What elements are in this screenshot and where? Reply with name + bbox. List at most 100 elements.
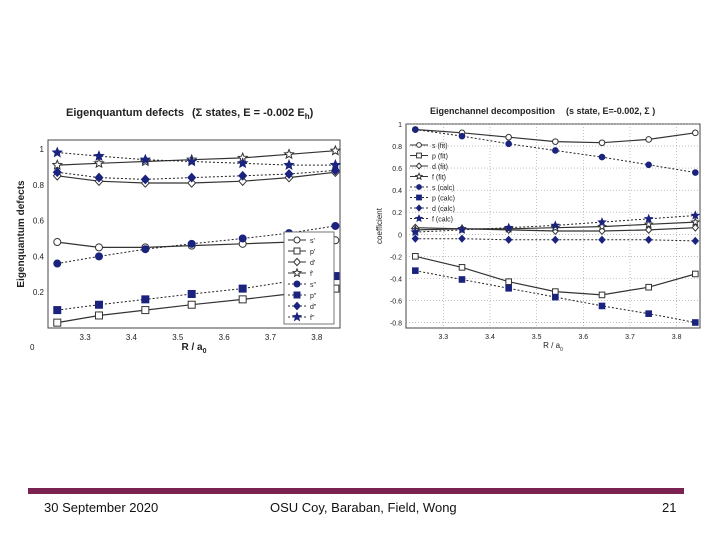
left-legend-marker: [293, 280, 301, 288]
right-legend: s (fit) p (fit) d (fit) f (fit) s (calc) p (c…: [410, 142, 455, 224]
left-data-point: [331, 221, 340, 230]
left-legend-label: f": [310, 315, 315, 322]
footer-divider: [28, 488, 684, 494]
right-y-tick-label: 0.2: [392, 210, 402, 217]
right-data-point: [692, 129, 699, 137]
left-data-point: [238, 295, 247, 304]
right-y-tick-label: -0.4: [390, 276, 402, 283]
left-data-point: [140, 174, 150, 185]
right-data-point: [597, 217, 607, 227]
left-plot-frame: [47, 139, 341, 329]
left-title: Eigenquantum defects: [66, 107, 184, 119]
left-data-point: [329, 158, 342, 170]
left-data-point: [284, 169, 294, 179]
right-series-4: [412, 126, 699, 176]
right-data-point: [505, 133, 512, 141]
left-y-tick-label: 0.8: [33, 181, 45, 190]
right-legend-marker: [414, 214, 424, 223]
right-data-point: [692, 270, 699, 278]
right-legend-marker: [414, 172, 424, 181]
left-x-tick-label: 3.4: [126, 333, 138, 342]
left-x-tick-label: 3.8: [311, 333, 323, 342]
left-data-point: [94, 172, 104, 183]
right-y-tick-label: 0.6: [392, 166, 402, 173]
eigenchannel-decomposition-chart: Eigenchannel decomposition (s state, E=-0…: [370, 100, 706, 358]
left-data-point: [53, 318, 62, 327]
right-data-point: [458, 234, 466, 243]
left-series-3: [51, 144, 342, 170]
right-data-point: [552, 138, 559, 145]
eigenquantum-defects-svg: Eigenquantum defects (Σ states, E = -0.00…: [16, 107, 342, 355]
left-legend-label: f': [310, 271, 313, 278]
left-data-point: [94, 311, 103, 320]
left-data-point: [51, 158, 64, 170]
left-data-point: [238, 170, 248, 181]
right-x-axis-label: R / a0: [543, 341, 563, 353]
left-data-point: [141, 245, 150, 254]
left-x-tick-label: 3.7: [265, 333, 277, 342]
right-data-point: [645, 161, 652, 169]
left-legend-label: p': [310, 249, 315, 256]
left-x-axis-label: R / a0: [181, 342, 206, 355]
left-data-point: [283, 148, 295, 160]
left-data-point: [93, 157, 105, 169]
right-data-point: [411, 234, 420, 243]
right-series-0: [412, 126, 699, 147]
left-data-point: [185, 155, 198, 167]
left-y-tick-label: 0.6: [33, 217, 45, 226]
right-legend-label: d (calc): [432, 206, 455, 213]
left-legend-marker: [293, 301, 301, 311]
left-data-point: [94, 252, 103, 261]
right-legend-label: s (calc): [432, 185, 455, 192]
left-data-point: [238, 234, 247, 243]
right-series-5: [412, 267, 699, 326]
left-data-point: [187, 289, 196, 298]
right-data-point: [412, 253, 419, 260]
left-data-point: [53, 238, 62, 247]
right-series-1: [412, 253, 699, 299]
right-data-point: [550, 220, 561, 230]
left-y-tick-label: 0.2: [33, 288, 45, 297]
right-data-point: [643, 219, 654, 229]
right-data-point: [645, 136, 652, 143]
right-x-tick-label: 3.5: [532, 334, 542, 341]
right-x-tick-label: 3.3: [438, 334, 448, 341]
right-legend-label: p (fit): [432, 154, 448, 161]
left-data-point: [53, 306, 62, 315]
eigenquantum-defects-chart: Eigenquantum defects (Σ states, E = -0.00…: [14, 98, 352, 368]
right-data-point: [412, 267, 419, 274]
right-data-point: [458, 132, 466, 140]
left-legend-marker: [293, 291, 301, 299]
footer-date: 30 September 2020: [44, 500, 159, 515]
right-data-point: [692, 169, 699, 176]
left-x-tick-label: 3.3: [80, 333, 92, 342]
right-data-point: [552, 293, 559, 301]
right-series-7: [410, 210, 701, 237]
right-legend-marker: [416, 152, 422, 159]
right-x-tick-label: 3.6: [578, 334, 588, 341]
right-x-tick-label: 3.4: [485, 334, 495, 341]
right-data-point: [504, 235, 513, 244]
left-legend-marker: [291, 267, 303, 278]
right-y-tick-label: 1: [398, 122, 402, 129]
left-data-point: [238, 284, 247, 293]
right-data-point: [458, 276, 466, 283]
right-y-tick-label: -0.6: [390, 298, 402, 305]
right-legend-marker: [416, 142, 422, 148]
left-y-tick-label: 1: [40, 145, 45, 154]
right-data-point: [412, 126, 419, 133]
right-data-point: [505, 285, 512, 292]
right-y-tick-label: 0.8: [392, 144, 402, 151]
footer-authors: OSU Coy, Baraban, Field, Wong: [270, 500, 457, 515]
right-data-point: [690, 217, 701, 227]
left-data-point: [139, 153, 152, 165]
left-data-point: [187, 172, 197, 183]
right-legend-label: f (calc): [432, 217, 453, 224]
right-legend-marker: [416, 184, 422, 190]
right-data-point: [503, 222, 514, 232]
right-data-point: [505, 140, 512, 148]
right-data-point: [505, 278, 512, 285]
left-legend-marker: [293, 236, 301, 244]
left-legend: s' p' d' f' s" p" d" f": [283, 231, 335, 325]
left-data-point: [283, 158, 295, 170]
